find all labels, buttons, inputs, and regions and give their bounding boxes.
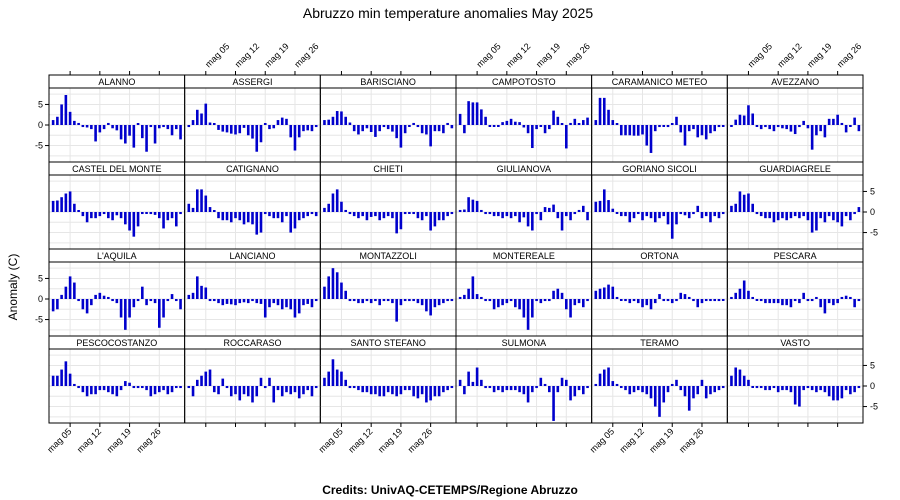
panel-chieti: CHIETI [319, 161, 457, 250]
x-tick-label: mag 19 [263, 41, 291, 69]
panel-label: SULMONA [502, 338, 547, 348]
x-tick-label: mag 05 [45, 426, 73, 454]
panel-l-aquila: L'AQUILA [48, 248, 186, 337]
credits-text: Credits: UnivAQ-CETEMPS/Regione Abruzzo [322, 483, 578, 497]
x-tick-label: mag 19 [534, 41, 562, 69]
y-tick-label: -5 [870, 402, 878, 412]
x-tick-label: mag 26 [677, 426, 705, 454]
x-tick-label: mag 26 [835, 41, 863, 69]
panel-label: PESCOCOSTANZO [76, 338, 157, 348]
panel-giulianova: GIULIANOVA [455, 161, 593, 250]
panel-label: TERAMO [640, 338, 679, 348]
x-tick-label: mag 05 [317, 426, 345, 454]
x-tick-label: mag 26 [564, 41, 592, 69]
panel-grid: ALANNO ASSERGI BARISCIANO CAMPOTOSTO CARAMAN… [48, 74, 864, 424]
panel-label: GORIANO SICOLI [622, 164, 697, 174]
panel-barisciano: BARISCIANO [319, 74, 457, 163]
x-tick-label: mag 12 [776, 41, 804, 69]
x-tick-label: mag 12 [618, 426, 646, 454]
chart-title: Abruzzo min temperature anomalies May 20… [303, 5, 593, 21]
panel-caramanico-meteo: CARAMANICO METEO [591, 74, 728, 163]
panel-label: ASSERGI [232, 77, 272, 87]
panel-label: MONTEREALE [493, 251, 555, 261]
x-tick-label: mag 19 [647, 426, 675, 454]
x-tick-label: mag 05 [203, 41, 231, 69]
panel-santo-stefano: SANTO STEFANO [319, 335, 457, 424]
y-tick-label: 5 [870, 360, 875, 370]
panel-alanno: ALANNO [48, 74, 186, 163]
x-tick-label: mag 05 [588, 426, 616, 454]
y-tick-label: -5 [870, 228, 878, 238]
y-tick-label: 0 [38, 294, 43, 304]
y-tick-label: -5 [35, 315, 43, 325]
panel-label: ORTONA [640, 251, 678, 261]
x-tick-label: mag 19 [805, 41, 833, 69]
x-tick-label: mag 19 [376, 426, 404, 454]
y-tick-label: 0 [38, 120, 43, 130]
x-tick-label: mag 12 [233, 41, 261, 69]
panel-label: CHIETI [373, 164, 403, 174]
y-tick-label: 5 [870, 186, 875, 196]
panel-guardiagrele: GUARDIAGRELE [726, 161, 864, 250]
y-tick-label: 0 [870, 381, 875, 391]
panel-label: ALANNO [98, 77, 135, 87]
panel-label: VASTO [780, 338, 810, 348]
panel-pescocostanzo: PESCOCOSTANZO [48, 335, 186, 424]
y-tick-label: 5 [38, 273, 43, 283]
panel-label: ROCCARASO [223, 338, 281, 348]
panel-catignano: CATIGNANO [184, 161, 321, 250]
x-tick-label: mag 26 [134, 426, 162, 454]
y-tick-label: 5 [38, 99, 43, 109]
panel-label: L'AQUILA [97, 251, 137, 261]
panel-montereale: MONTEREALE [455, 248, 593, 337]
panel-montazzoli: MONTAZZOLI [319, 248, 457, 337]
panel-ortona: ORTONA [591, 248, 728, 337]
panel-label: LANCIANO [229, 251, 275, 261]
panel-vasto: VASTO [726, 335, 864, 424]
panel-label: CATIGNANO [226, 164, 279, 174]
x-tick-label: mag 19 [105, 426, 133, 454]
panel-roccaraso: ROCCARASO [184, 335, 321, 424]
x-tick-label: mag 12 [346, 426, 374, 454]
panel-label: SANTO STEFANO [350, 338, 425, 348]
panel-label: BARISCIANO [360, 77, 416, 87]
x-tick-label: mag 26 [292, 41, 320, 69]
panel-campotosto: CAMPOTOSTO [455, 74, 593, 163]
panel-lanciano: LANCIANO [184, 248, 321, 337]
y-axis-label: Anomaly (C) [6, 254, 20, 321]
panel-pescara: PESCARA [726, 248, 864, 337]
panel-label: GIULIANOVA [497, 164, 551, 174]
panel-label: MONTAZZOLI [359, 251, 416, 261]
panel-label: CARAMANICO METEO [612, 77, 708, 87]
panel-teramo: TERAMO [591, 335, 728, 424]
panel-label: PESCARA [774, 251, 817, 261]
panel-castel-del-monte: CASTEL DEL MONTE [48, 161, 186, 250]
panel-goriano-sicoli: GORIANO SICOLI [591, 161, 728, 250]
panel-label: CASTEL DEL MONTE [72, 164, 161, 174]
y-tick-label: 0 [870, 207, 875, 217]
panel-sulmona: SULMONA [455, 335, 593, 424]
x-tick-label: mag 05 [474, 41, 502, 69]
panel-label: AVEZZANO [771, 77, 819, 87]
panel-label: CAMPOTOSTO [492, 77, 556, 87]
x-tick-label: mag 12 [75, 426, 103, 454]
x-tick-label: mag 12 [504, 41, 532, 69]
panel-label: GUARDIAGRELE [759, 164, 831, 174]
x-tick-label: mag 26 [406, 426, 434, 454]
x-tick-label: mag 05 [746, 41, 774, 69]
panel-assergi: ASSERGI [184, 74, 321, 163]
y-tick-label: -5 [35, 141, 43, 151]
panel-avezzano: AVEZZANO [726, 74, 864, 163]
